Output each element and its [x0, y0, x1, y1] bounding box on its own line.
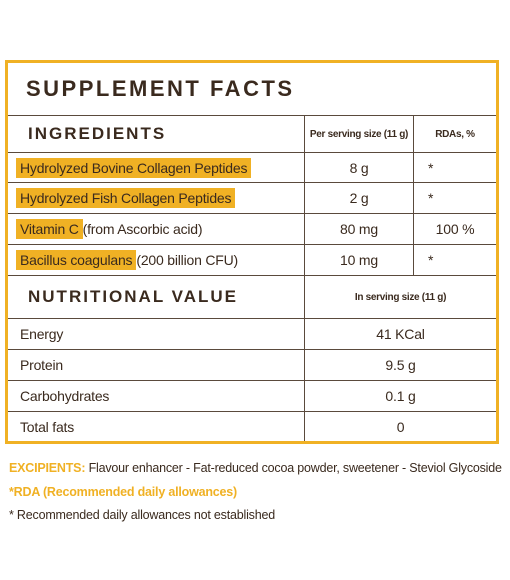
- nutrition-heading: NUTRITIONAL VALUE: [28, 287, 238, 306]
- not-established-note: * Recommended daily allowances not estab…: [9, 508, 275, 522]
- rda-note: *RDA (Recommended daily allowances): [9, 485, 238, 499]
- excipients-label: EXCIPIENTS:: [9, 461, 86, 475]
- table-row: Protein 9.5 g: [8, 350, 496, 381]
- ingredient-detail: (from Ascorbic acid): [82, 221, 203, 237]
- ingredient-amount: 10 mg: [340, 252, 378, 268]
- panel-title: SUPPLEMENT FACTS: [26, 76, 295, 101]
- table-row: Vitamin C (from Ascorbic acid) 80 mg 100…: [8, 214, 496, 245]
- supplement-facts-panel: SUPPLEMENT FACTS INGREDIENTS Per serving…: [5, 60, 499, 444]
- nutrient-name: Protein: [20, 357, 63, 373]
- ingredient-highlight: Bacillus coagulans: [16, 250, 137, 270]
- table-row: Carbohydrates 0.1 g: [8, 381, 496, 412]
- excipients-note: EXCIPIENTS: Flavour enhancer - Fat-reduc…: [9, 461, 502, 475]
- ingredients-header-row: INGREDIENTS Per serving size (11 g) RDAs…: [8, 116, 496, 153]
- nutrition-header-row: NUTRITIONAL VALUE In serving size (11 g): [8, 276, 496, 319]
- ingredient-highlight: Hydrolyzed Bovine Collagen Peptides: [16, 157, 252, 178]
- ingredients-heading: INGREDIENTS: [28, 124, 167, 143]
- nutrient-value: 0: [396, 418, 405, 435]
- ingredient-detail: (200 billion CFU): [136, 252, 238, 268]
- per-serving-header: Per serving size (11 g): [309, 128, 409, 140]
- ingredient-amount: 80 mg: [340, 221, 378, 237]
- ingredient-name: Hydrolyzed Fish Collagen Peptides: [8, 183, 304, 213]
- ingredient-name: Vitamin C (from Ascorbic acid): [8, 214, 304, 244]
- table-row: Total fats 0: [8, 412, 496, 441]
- ingredient-highlight: Vitamin C: [16, 219, 83, 239]
- nutrient-name: Total fats: [20, 418, 75, 435]
- title-row: SUPPLEMENT FACTS: [8, 63, 496, 116]
- ingredient-amount: 8 g: [349, 159, 369, 176]
- nutrient-value: 0.1 g: [385, 388, 416, 404]
- ingredient-highlight: Hydrolyzed Fish Collagen Peptides: [16, 188, 236, 208]
- excipients-text: Flavour enhancer - Fat-reduced cocoa pow…: [85, 461, 502, 475]
- nutrient-value: 9.5 g: [385, 357, 416, 373]
- in-serving-header: In serving size (11 g): [354, 291, 447, 303]
- nutrient-value: 41 KCal: [376, 326, 425, 342]
- ingredient-rda: *: [428, 252, 434, 268]
- nutrient-name: Carbohydrates: [20, 388, 110, 404]
- table-row: Hydrolyzed Bovine Collagen Peptides 8 g …: [8, 153, 496, 183]
- ingredient-rda: 100 %: [435, 221, 475, 237]
- ingredient-rda: *: [428, 190, 434, 206]
- nutrient-name: Energy: [20, 326, 64, 342]
- ingredient-name: Hydrolyzed Bovine Collagen Peptides: [8, 153, 304, 182]
- ingredient-amount: 2 g: [349, 190, 369, 206]
- ingredient-name: Bacillus coagulans (200 billion CFU): [8, 245, 304, 275]
- table-row: Bacillus coagulans (200 billion CFU) 10 …: [8, 245, 496, 276]
- table-row: Energy 41 KCal: [8, 319, 496, 350]
- table-row: Hydrolyzed Fish Collagen Peptides 2 g *: [8, 183, 496, 214]
- ingredient-rda: *: [428, 159, 434, 176]
- rda-header: RDAs, %: [435, 128, 475, 140]
